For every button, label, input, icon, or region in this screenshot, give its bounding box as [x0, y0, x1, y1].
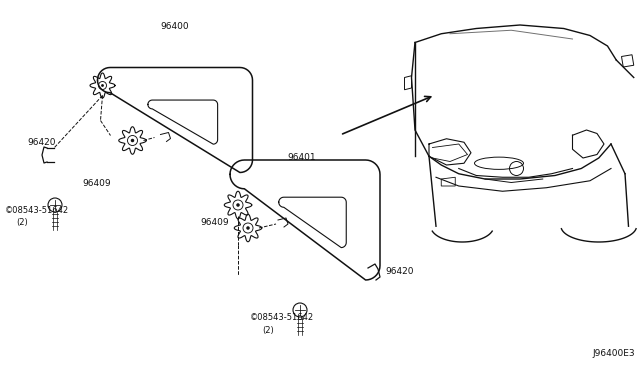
Text: ©08543-51642: ©08543-51642	[5, 205, 69, 215]
Circle shape	[101, 84, 104, 87]
Text: (2): (2)	[262, 326, 274, 334]
Text: 96401: 96401	[288, 153, 316, 162]
Text: 96400: 96400	[161, 22, 189, 31]
Circle shape	[236, 203, 240, 207]
Circle shape	[246, 226, 250, 230]
Text: 96409: 96409	[200, 218, 228, 227]
Text: 96409: 96409	[82, 179, 111, 187]
Circle shape	[131, 139, 134, 142]
Text: 96420: 96420	[385, 267, 413, 276]
Text: ©08543-51642: ©08543-51642	[250, 314, 314, 323]
Text: (2): (2)	[16, 218, 28, 227]
Text: J96400E3: J96400E3	[593, 349, 635, 358]
Text: 96420: 96420	[27, 138, 56, 147]
